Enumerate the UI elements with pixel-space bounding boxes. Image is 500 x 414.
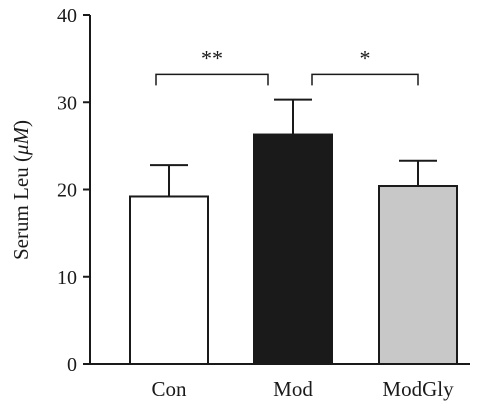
y-axis-label-close: ) bbox=[9, 120, 33, 127]
error-bar-con bbox=[150, 164, 188, 197]
y-tick-label-3: 30 bbox=[57, 92, 77, 114]
error-bar-mod bbox=[274, 98, 312, 135]
y-tick-label-4: 40 bbox=[57, 5, 77, 27]
significance-annotations: ** * bbox=[155, 45, 419, 86]
x-label-modgly: ModGly bbox=[382, 377, 454, 401]
y-tick-label-2: 20 bbox=[57, 180, 77, 202]
bar-mod bbox=[253, 133, 333, 365]
bars bbox=[129, 133, 458, 365]
bar-modgly bbox=[378, 185, 458, 365]
x-label-mod: Mod bbox=[273, 377, 313, 401]
significance-label-2: * bbox=[360, 45, 371, 70]
y-axis-label: Serum Leu (μM) bbox=[9, 120, 33, 260]
error-bars bbox=[150, 98, 437, 197]
y-axis-label-main: Serum Leu ( bbox=[9, 155, 33, 260]
significance-label-1: ** bbox=[201, 45, 223, 70]
bar-con bbox=[129, 195, 209, 365]
significance-bracket-2: * bbox=[311, 45, 419, 86]
error-bar-modgly bbox=[399, 159, 437, 187]
x-label-con: Con bbox=[151, 377, 187, 401]
y-tick-label-0: 0 bbox=[67, 354, 77, 376]
y-ticks: 0 10 20 30 40 bbox=[57, 5, 90, 376]
x-category-labels: Con Mod ModGly bbox=[151, 377, 454, 401]
significance-bracket-1: ** bbox=[155, 45, 269, 86]
y-axis-label-unit: μM bbox=[9, 125, 33, 156]
y-tick-label-1: 10 bbox=[57, 267, 77, 289]
